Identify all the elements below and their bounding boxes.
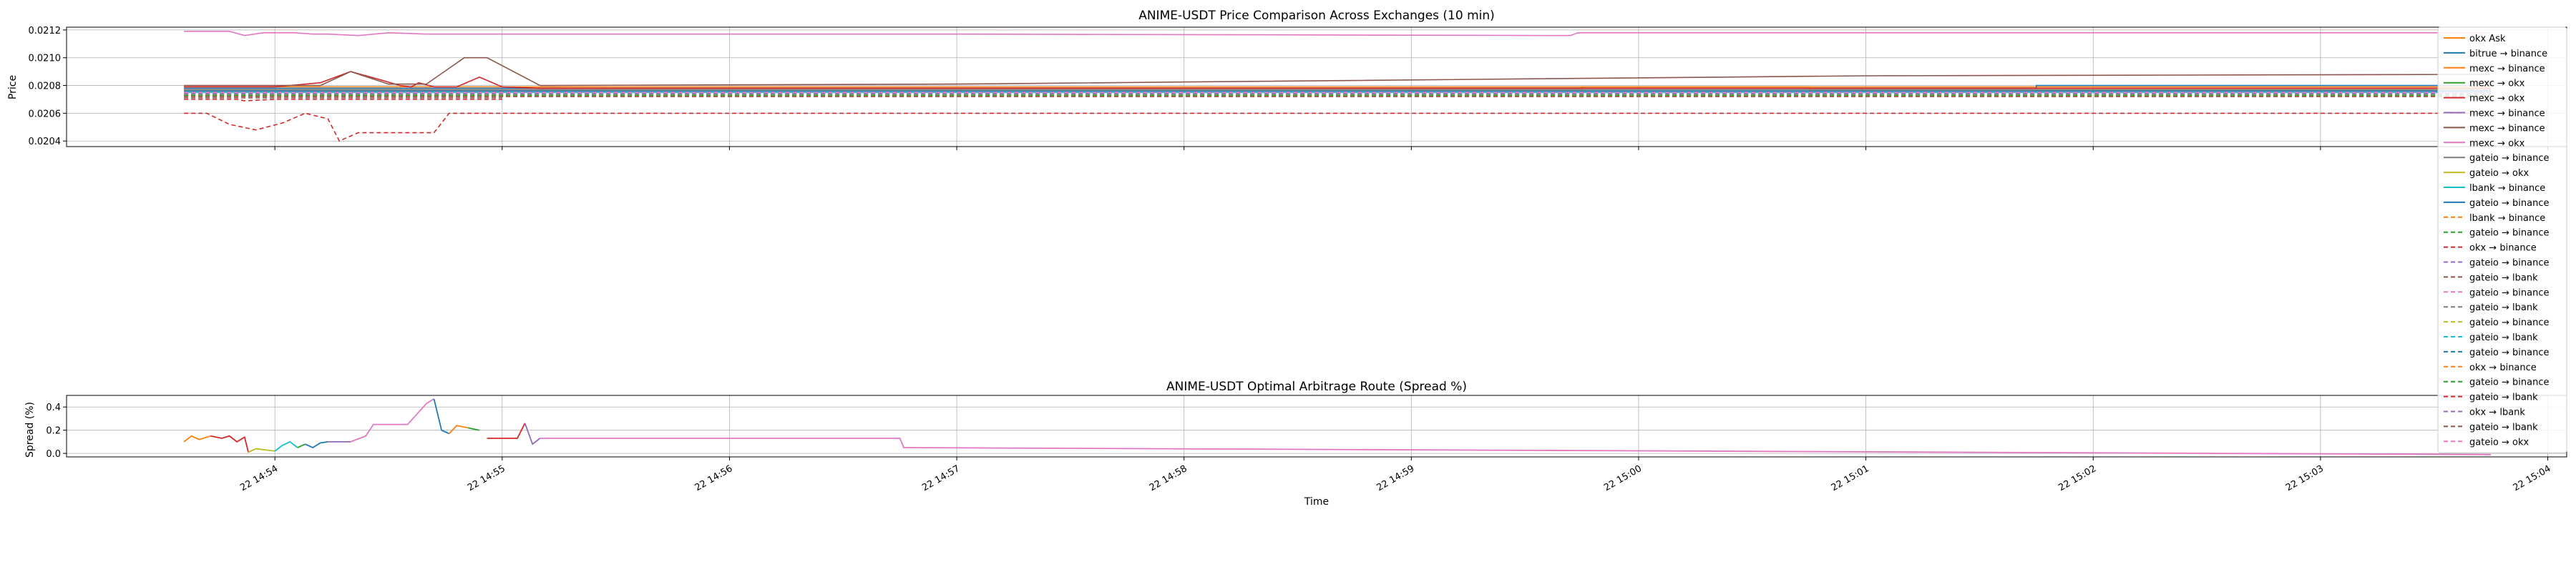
spread-route-segment (248, 448, 275, 453)
legend-label: bitrue → binance (2469, 49, 2547, 59)
spread-route-segment (305, 441, 328, 449)
legend-label: gateio → binance (2469, 347, 2550, 358)
legend-label: gateio → binance (2469, 378, 2550, 388)
price-chart-series (184, 30, 2492, 142)
legend: okx Ask bitrue → binance mexc → binance mex… (2437, 26, 2567, 453)
y-tick-label: 0.0204 (29, 137, 62, 147)
legend-label: mexc → binance (2469, 64, 2545, 74)
legend-box (2437, 26, 2567, 453)
price-series-line (184, 99, 502, 102)
price-series-line (184, 71, 2492, 89)
legend-label: gateio → binance (2469, 153, 2550, 164)
price-chart-title: ANIME-USDT Price Comparison Across Excha… (1138, 9, 1495, 23)
legend-label: gateio → binance (2469, 287, 2550, 298)
legend-label: gateio → lbank (2469, 332, 2538, 343)
spread-route-segment (183, 435, 211, 443)
price-chart-ylabel: Price (7, 75, 19, 99)
legend-label: mexc → okx (2469, 138, 2525, 149)
price-chart-y-axis: 0.0204 0.0206 0.0208 0.0210 0.0212 (29, 26, 67, 147)
spread-route-segment (350, 398, 434, 443)
spread-route-segment (487, 423, 526, 439)
legend-label: mexc → okx (2469, 79, 2525, 89)
legend-label: gateio → lbank (2469, 302, 2538, 313)
spread-route-segment (449, 425, 469, 435)
price-series-line (184, 56, 2492, 87)
y-tick-label: 0.0210 (29, 54, 62, 64)
legend-label: gateio → okx (2469, 437, 2529, 448)
spread-chart-xlabel: Time (1304, 496, 1329, 508)
spread-route-segment (297, 443, 306, 448)
spread-route-segment (433, 398, 450, 435)
y-tick-label: 0.0206 (29, 109, 62, 119)
legend-label: gateio → lbank (2469, 393, 2538, 403)
legend-label: okx → binance (2469, 363, 2537, 373)
legend-label: gateio → binance (2469, 228, 2550, 239)
spread-route-segment (468, 427, 480, 431)
legend-label: okx Ask (2469, 34, 2506, 44)
price-series-line (184, 112, 2492, 142)
legend-label: lbank → binance (2469, 183, 2545, 194)
legend-label: lbank → binance (2469, 213, 2545, 224)
legend-label: mexc → okx (2469, 94, 2525, 104)
spread-chart-y-axis: 0.0 0.2 0.4 (46, 403, 67, 460)
legend-label: gateio → lbank (2469, 422, 2538, 433)
y-tick-label: 0.4 (46, 403, 61, 413)
y-tick-label: 0.0208 (29, 82, 62, 92)
y-tick-label: 0.0 (46, 449, 61, 460)
legend-label: gateio → binance (2469, 258, 2550, 269)
y-tick-label: 0.0212 (29, 26, 62, 36)
legend-label: okx → binance (2469, 243, 2537, 254)
legend-label: gateio → okx (2469, 168, 2529, 179)
legend-label: mexc → binance (2469, 123, 2545, 134)
spread-chart-series (183, 398, 2492, 455)
legend-label: gateio → binance (2469, 198, 2550, 209)
spread-route-segment (274, 440, 298, 452)
legend-label: okx → lbank (2469, 408, 2525, 418)
price-chart: ANIME-USDT Price Comparison Across Excha… (7, 9, 2567, 150)
spread-route-segment (540, 438, 2492, 455)
price-series-line (184, 30, 2492, 36)
spread-route-segment (524, 423, 541, 445)
y-tick-label: 0.2 (46, 426, 61, 437)
legend-label: mexc → binance (2469, 109, 2545, 119)
spread-chart-ylabel: Spread (%) (24, 402, 36, 458)
legend-label: gateio → binance (2469, 317, 2550, 328)
spread-chart-title: ANIME-USDT Optimal Arbitrage Route (Spre… (1166, 380, 1467, 394)
legend-label: gateio → lbank (2469, 272, 2538, 283)
spread-route-segment (210, 435, 249, 453)
